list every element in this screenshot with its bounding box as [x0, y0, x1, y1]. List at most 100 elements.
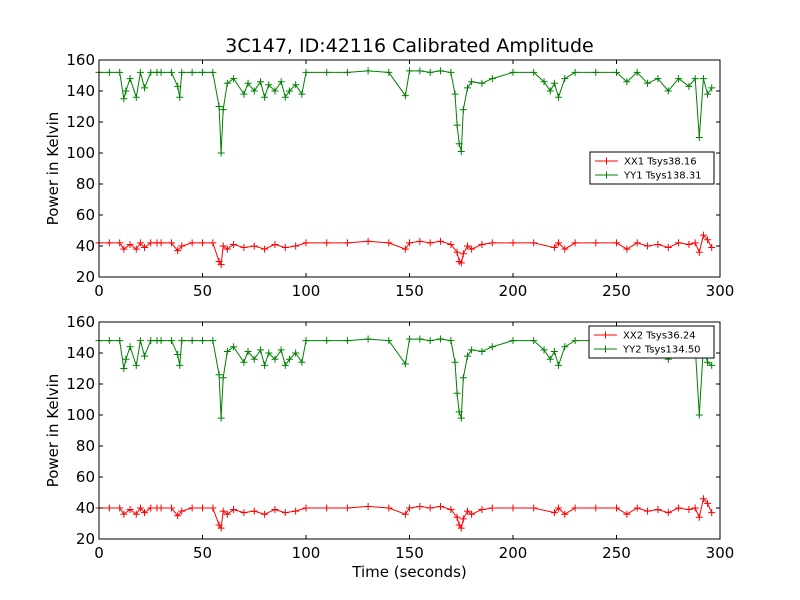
panel-2: 0 50 100 150 200 250 300 20 40 60 80 100 120 140 160 Po…	[44, 313, 734, 581]
data-point	[509, 68, 517, 76]
data-point	[116, 504, 124, 512]
data-point	[105, 337, 113, 345]
x-tick-label: 200	[499, 544, 528, 562]
data-point	[219, 374, 227, 382]
data-point	[174, 512, 182, 520]
data-point	[285, 87, 293, 95]
data-point	[292, 349, 300, 357]
data-point	[459, 515, 467, 523]
data-point	[695, 411, 703, 419]
data-point	[416, 502, 424, 510]
data-point	[271, 87, 279, 95]
y-tick-label: 100	[66, 406, 95, 424]
data-point	[105, 239, 113, 247]
data-point	[176, 93, 184, 101]
data-point	[695, 513, 703, 521]
data-point	[209, 337, 217, 345]
data-point	[463, 352, 471, 360]
data-point	[416, 335, 424, 343]
data-point	[265, 349, 273, 357]
data-point	[323, 504, 331, 512]
y-tick-label: 80	[76, 437, 95, 455]
data-point	[613, 504, 620, 512]
data-point	[167, 504, 175, 512]
data-point	[664, 509, 672, 517]
data-point	[463, 84, 471, 92]
data-point	[691, 239, 699, 247]
data-point	[385, 504, 393, 512]
data-point	[457, 259, 465, 267]
data-point	[426, 504, 434, 512]
data-point	[302, 504, 310, 512]
data-point	[406, 504, 413, 512]
data-point	[120, 365, 128, 372]
data-point	[463, 242, 471, 250]
data-point	[219, 242, 227, 250]
y-tick-label: 40	[76, 499, 95, 517]
x-tick-label: 250	[602, 282, 631, 300]
x-tick-label: 150	[395, 282, 424, 300]
panel-1: 0 50 100 150 200 250 300 20 40 60 80 100 120 140 160 3C…	[44, 35, 734, 300]
series-xx2	[95, 495, 716, 532]
data-point	[240, 509, 248, 517]
data-point	[555, 239, 563, 247]
data-point	[217, 149, 225, 157]
data-point	[240, 244, 248, 252]
data-point	[416, 67, 424, 75]
data-point	[132, 245, 140, 253]
data-point	[364, 67, 372, 75]
data-point	[550, 509, 558, 517]
data-point	[174, 247, 182, 255]
data-point	[451, 90, 459, 98]
data-point	[292, 242, 300, 250]
data-point	[406, 335, 413, 343]
data-point	[685, 506, 693, 514]
data-point	[463, 507, 471, 515]
data-point	[426, 239, 434, 247]
data-point	[401, 510, 409, 518]
data-point	[298, 90, 306, 98]
data-point	[453, 121, 461, 129]
data-point	[240, 358, 248, 366]
y-tick-label: 160	[66, 313, 95, 331]
data-point	[416, 237, 424, 245]
data-point	[704, 236, 712, 244]
data-point	[271, 506, 279, 514]
legend-label: XX1 Tsys38.16	[624, 157, 697, 168]
data-point	[219, 507, 227, 515]
data-point	[261, 361, 269, 369]
data-point	[488, 504, 496, 512]
data-point	[105, 68, 113, 76]
data-point	[509, 239, 517, 247]
data-point	[230, 75, 238, 83]
data-point	[540, 78, 548, 86]
legend-marker	[603, 171, 610, 179]
data-point	[555, 361, 563, 369]
data-point	[277, 346, 285, 354]
series-line	[99, 70, 713, 154]
data-point	[292, 507, 300, 515]
data-point	[644, 507, 652, 515]
data-point	[426, 68, 434, 76]
data-point	[209, 504, 217, 512]
data-point	[623, 510, 631, 518]
data-point	[699, 75, 707, 83]
data-point	[592, 504, 600, 512]
data-point	[447, 240, 455, 248]
data-point	[167, 68, 175, 76]
x-axis-label: Time (seconds)	[351, 563, 467, 581]
data-point	[478, 240, 486, 248]
data-point	[571, 239, 579, 247]
data-point	[178, 507, 186, 515]
data-point	[126, 343, 134, 351]
data-point	[459, 250, 467, 258]
y-axis-label: Power in Kelvin	[44, 112, 62, 226]
data-point	[285, 355, 293, 363]
data-point	[174, 82, 182, 90]
data-point	[223, 347, 231, 355]
y-tick-label: 60	[76, 468, 95, 486]
y-axis-label: Power in Kelvin	[44, 374, 62, 488]
data-point	[105, 504, 113, 512]
data-point	[209, 68, 217, 76]
legend-marker	[602, 345, 609, 353]
